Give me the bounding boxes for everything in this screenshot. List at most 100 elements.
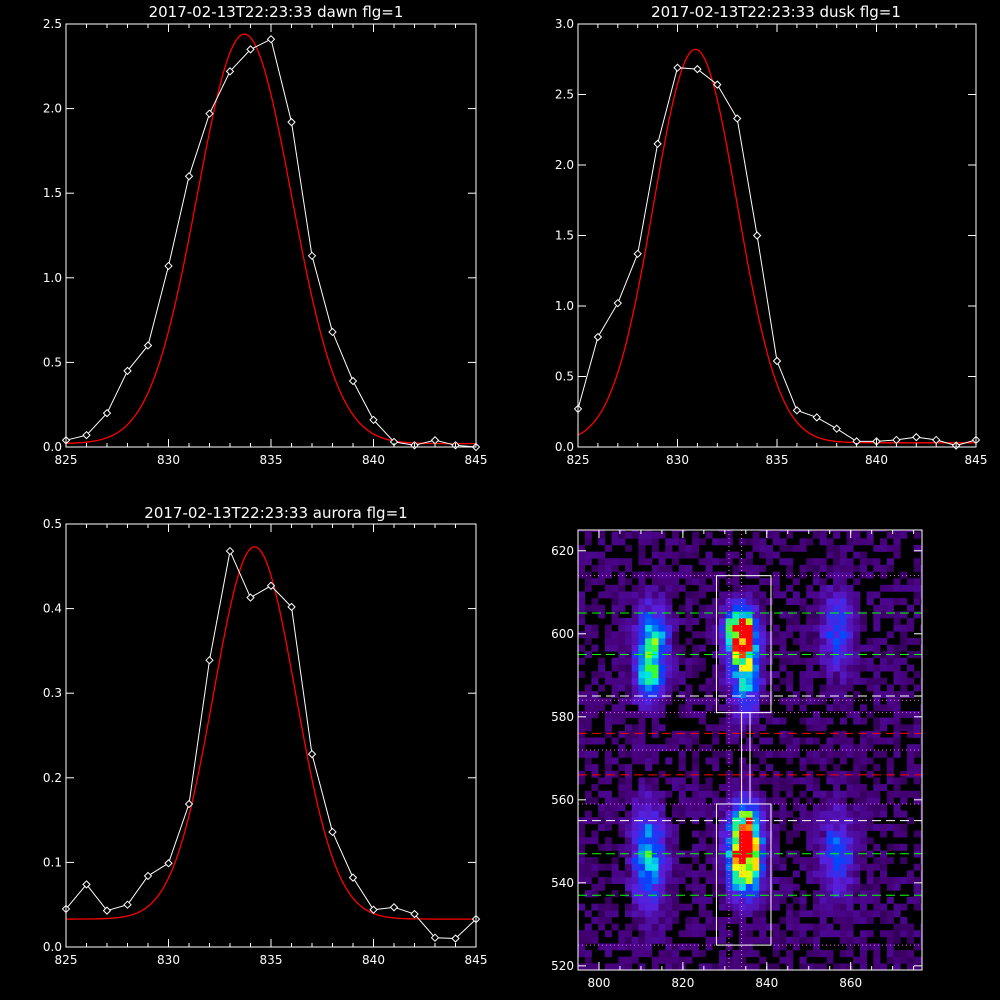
heatmap-cell [719, 930, 727, 938]
heatmap-cell [725, 817, 733, 825]
heatmap-cell [853, 830, 861, 838]
aurora-data-point [102, 906, 112, 915]
heatmap-cell [786, 697, 794, 705]
heatmap-cell [712, 704, 720, 712]
heatmap-cell [732, 810, 740, 818]
heatmap-cell [705, 631, 713, 639]
heatmap-cell [833, 618, 841, 625]
heatmap-cell [745, 777, 753, 785]
heatmap-cell [578, 724, 586, 732]
heatmap-cell [786, 916, 794, 924]
heatmap-cell [745, 704, 753, 712]
heatmap-cell [625, 750, 633, 758]
dawn-ytick-label: 0.0 [43, 440, 62, 454]
heatmap-cell [906, 956, 914, 964]
heatmap-cell [625, 764, 633, 772]
heatmap-cell [611, 890, 619, 898]
heatmap-cell [712, 604, 720, 612]
heatmap-cell [893, 910, 901, 918]
heatmap-cell [772, 943, 780, 951]
heatmap-cell [792, 591, 800, 599]
heatmap-cell [604, 591, 612, 599]
heatmap-cell [873, 684, 881, 692]
heatmap-cell [812, 618, 820, 625]
heatmap-cell [866, 644, 874, 652]
heatmap-cell [712, 538, 720, 546]
dawn-data-point [82, 430, 91, 440]
heatmap-cell [839, 910, 847, 918]
heatmap-cell [618, 830, 626, 838]
heatmap-cell [786, 770, 794, 778]
heatmap-cell [752, 711, 760, 718]
heatmap-cell [665, 896, 673, 904]
heatmap-cell [658, 618, 666, 625]
heatmap-cell [712, 797, 720, 805]
heatmap-cell [658, 890, 666, 898]
heatmap-cell [625, 843, 633, 851]
heatmap-cell [765, 896, 773, 904]
heatmap-cell [591, 704, 599, 712]
heatmap-cell [812, 624, 820, 632]
heatmap-cell [833, 784, 841, 791]
heatmap-cell [631, 857, 639, 865]
heatmap-cell [739, 598, 747, 606]
heatmap-cell [591, 857, 599, 865]
heatmap-cell [839, 591, 847, 599]
heatmap-cell [819, 697, 827, 705]
heatmap-cell [920, 604, 922, 612]
heatmap-cell [846, 943, 854, 951]
heatmap-cell [685, 684, 693, 692]
heatmap-cell [786, 631, 794, 639]
aurora-data-line [65, 549, 477, 940]
heatmap-cell [779, 657, 787, 665]
heatmap-cell [678, 804, 686, 811]
heatmap-cell [873, 823, 881, 831]
heatmap-cell [819, 810, 827, 818]
heatmap-cell [900, 671, 908, 679]
heatmap-cell [880, 963, 888, 970]
heatmap-cell [759, 664, 767, 672]
heatmap-cell [799, 704, 807, 712]
heatmap-cell [725, 637, 733, 645]
heatmap-cell [779, 677, 787, 685]
heatmap-cell [839, 717, 847, 725]
heatmap-cell [672, 624, 680, 632]
heatmap-cell [906, 770, 914, 778]
heatmap-cell [665, 877, 673, 884]
heatmap-ytick-label: 540 [551, 876, 574, 890]
heatmap-cell [719, 843, 727, 851]
heatmap-cell [759, 578, 767, 586]
heatmap-cell [584, 684, 592, 692]
heatmap-cell [873, 804, 881, 811]
heatmap-cell [745, 737, 753, 745]
dawn-data-point [328, 327, 337, 337]
heatmap-cell [658, 671, 666, 679]
heatmap-cell [618, 530, 626, 532]
heatmap-cell [705, 624, 713, 632]
heatmap-cell [873, 790, 881, 798]
heatmap-cell [631, 618, 639, 625]
heatmap-cell [692, 883, 700, 891]
heatmap-cell [759, 711, 767, 718]
heatmap-cell [658, 903, 666, 911]
heatmap-cell [853, 717, 861, 725]
heatmap-cell [611, 584, 619, 592]
heatmap-cell [920, 936, 922, 944]
heatmap-cell [732, 564, 740, 572]
heatmap-cell [739, 704, 747, 712]
heatmap-cell [678, 657, 686, 665]
heatmap-cell [765, 830, 773, 838]
heatmap-cell [705, 810, 713, 818]
heatmap-cell [611, 644, 619, 652]
heatmap-cell [658, 664, 666, 672]
heatmap-cell [792, 797, 800, 805]
heatmap-cell [712, 810, 720, 818]
heatmap-cell [625, 956, 633, 964]
heatmap-cell [719, 890, 727, 898]
heatmap-cell [625, 877, 633, 884]
aurora-data-point [82, 880, 91, 889]
heatmap-cell [604, 837, 612, 845]
heatmap-cell [631, 671, 639, 679]
heatmap-cell [732, 711, 740, 718]
heatmap-cell [739, 777, 747, 785]
